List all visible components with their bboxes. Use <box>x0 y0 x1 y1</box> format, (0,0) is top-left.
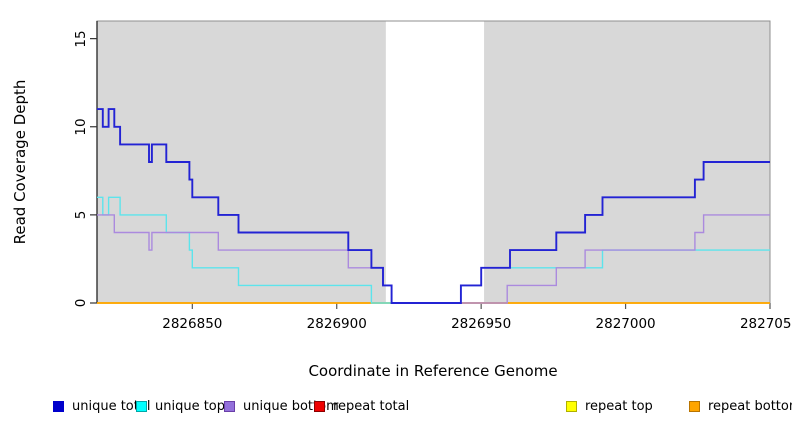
x-tick-label: 2826850 <box>162 316 223 332</box>
legend-item-repeat-bottom: repeat bottom <box>689 399 792 414</box>
y-tick-label: 15 <box>73 30 89 48</box>
legend-label: repeat bottom <box>708 399 792 414</box>
legend-swatch-icon <box>566 401 577 412</box>
legend-item-repeat-total: repeat total <box>314 399 409 414</box>
shaded-region <box>97 21 386 303</box>
legend-label: unique top <box>155 399 226 414</box>
y-tick-label: 10 <box>73 118 89 136</box>
x-axis-title: Coordinate in Reference Genome <box>308 362 558 380</box>
x-tick-label: 2826950 <box>451 316 512 332</box>
legend-swatch-icon <box>314 401 325 412</box>
legend-item-unique-total: unique total <box>53 399 150 414</box>
y-axis-title: Read Coverage Depth <box>11 79 29 245</box>
series-unique-total <box>97 108 770 304</box>
legend-label: repeat total <box>333 399 410 414</box>
legend-swatch-icon <box>136 401 147 412</box>
legend-swatch-icon <box>689 401 700 412</box>
x-tick-label: 2826900 <box>306 316 367 332</box>
x-tick-label: 2827000 <box>595 316 656 332</box>
y-tick-label: 0 <box>73 298 89 308</box>
legend-swatch-icon <box>53 401 64 412</box>
legend-label: repeat top <box>585 399 653 414</box>
legend-label: unique total <box>72 399 151 414</box>
y-tick-label: 5 <box>73 210 89 220</box>
legend-item-unique-top: unique top <box>136 399 225 414</box>
legend-swatch-icon <box>224 401 235 412</box>
legend-item-repeat-top: repeat top <box>566 399 653 414</box>
